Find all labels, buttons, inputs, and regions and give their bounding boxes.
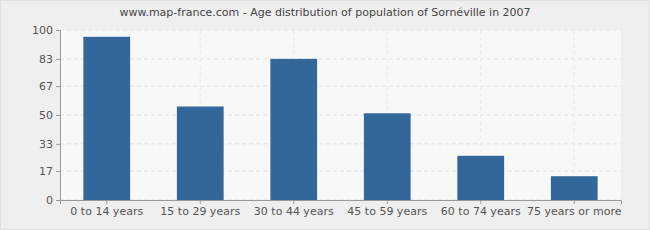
y-tick: 33 [39,138,60,151]
plot-area [60,30,621,200]
y-tick-label: 50 [39,109,53,122]
y-tick-label: 0 [46,194,53,207]
x-tick: 75 years or more [527,200,622,218]
grid [60,30,621,200]
grid-line [60,86,621,87]
x-tick-label: 45 to 59 years [347,205,427,218]
x-tick-mark [293,200,294,204]
x-tick-mark [200,200,201,204]
y-tick-mark [56,30,60,31]
background [1,1,650,230]
grid-line-x [574,30,575,200]
bar [551,176,598,200]
grid-vertical [107,30,575,200]
x-tick-label: 75 years or more [527,205,622,218]
bars [83,37,597,200]
y-axis-line [56,31,61,201]
grid-line [60,30,621,31]
y-tick-mark [56,59,60,60]
bar [270,59,317,200]
bar [83,37,130,200]
title: www.map-france.com - Age distribution of… [119,6,530,19]
x-tick: 30 to 44 years [254,200,334,218]
chart: www.map-france.com - Age distribution of… [0,0,650,230]
x-axis: 0 to 14 years 15 to 29 years 30 to 44 year… [61,200,622,218]
y-tick-mark [56,171,60,172]
y-tick-label: 17 [39,165,53,178]
y-tick-label: 33 [39,138,53,151]
y-tick: 50 [39,109,60,122]
x-tick-label: 0 to 14 years [70,205,143,218]
x-tick-mark [574,200,575,204]
x-tick: 45 to 59 years [347,200,427,218]
grid-line [60,171,621,172]
y-tick-mark [56,200,60,201]
y-tick: 100 [32,24,60,37]
x-tick-mark [106,200,107,204]
y-tick: 67 [39,80,60,93]
y-tick-label: 67 [39,80,53,93]
x-tick: 0 to 14 years [70,200,143,218]
x-tick-label: 15 to 29 years [160,205,240,218]
grid-line [60,58,621,59]
bar [457,156,504,200]
y-axis: 0 17 33 50 67 83 100 [32,24,61,207]
x-tick-mark [480,200,481,204]
y-tick: 17 [39,165,60,178]
y-tick-label: 100 [32,24,53,37]
y-tick-mark [56,86,60,87]
x-tick-mark [387,200,388,204]
y-tick-label: 83 [39,53,53,66]
grid-line [60,143,621,144]
plot: 0 17 33 50 67 83 100 0 to 14 years 15 to 29 year… [32,24,622,218]
y-tick-mark [56,144,60,145]
x-tick-label: 60 to 74 years [441,205,521,218]
x-tick-label: 30 to 44 years [254,205,334,218]
x-tick: 15 to 29 years [160,200,240,218]
bar [364,113,411,200]
x-axis-line [61,201,622,205]
y-tick-mark [56,115,60,116]
y-tick: 83 [39,53,60,66]
x-tick: 60 to 74 years [441,200,521,218]
y-tick: 0 [46,194,60,207]
bar [177,107,224,201]
grid-line [60,115,621,116]
